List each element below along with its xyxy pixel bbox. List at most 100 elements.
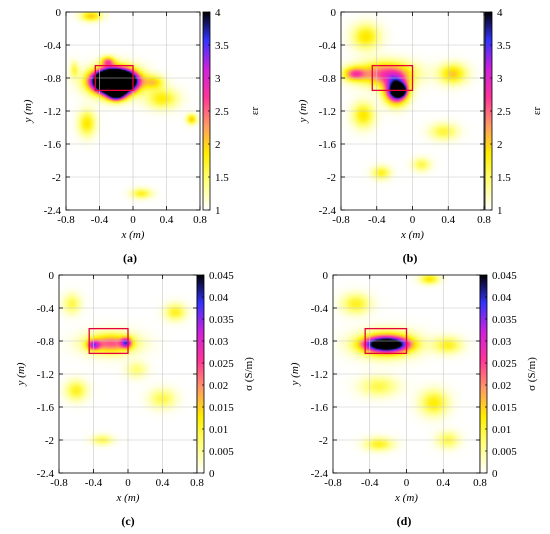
- y-tick-label: -0.8: [311, 336, 329, 348]
- panel-caption: (c): [121, 514, 134, 528]
- colorbar-tick-label: 0.025: [492, 358, 517, 370]
- y-tick-label: -1.6: [44, 139, 62, 151]
- x-axis-label: x (m): [116, 492, 140, 504]
- x-tick-label: -0.8: [50, 477, 68, 489]
- colorbar-tick-label: 0.02: [209, 380, 228, 392]
- y-axis-label: y (m): [289, 362, 301, 386]
- y-tick-label: -1.2: [319, 106, 336, 118]
- x-tick-label: -0.8: [324, 477, 342, 489]
- colorbar: [196, 274, 205, 474]
- y-tick-label: -2.4: [37, 468, 55, 480]
- panel-caption: (d): [397, 514, 412, 528]
- colorbar-tick-label: 3: [497, 73, 503, 85]
- y-tick-label: -1.6: [311, 402, 329, 414]
- target-outline-box: [371, 64, 414, 92]
- colorbar-label: εr: [531, 107, 543, 116]
- colorbar-label: σ (S/m): [243, 357, 255, 391]
- y-tick-label: -0.4: [319, 40, 337, 52]
- y-tick-label: -1.2: [37, 369, 54, 381]
- colorbar-tick-label: 0.045: [492, 270, 517, 282]
- y-tick-label: -2: [45, 435, 54, 447]
- colorbar-tick-label: 0.005: [492, 446, 517, 458]
- colorbar-tick-label: 3.5: [497, 40, 511, 52]
- colorbar-tick-label: 0: [492, 468, 498, 480]
- y-tick-label: -2.4: [319, 205, 337, 217]
- colorbar-tick-label: 0.035: [209, 314, 234, 326]
- colorbar-tick-label: 2: [497, 139, 503, 151]
- y-axis-label: y (m): [22, 99, 34, 123]
- colorbar-tick-label: 2.5: [215, 106, 229, 118]
- colorbar-tick-label: 0.015: [492, 402, 517, 414]
- x-tick-label: -0.4: [91, 214, 109, 226]
- y-tick-label: -2.4: [311, 468, 329, 480]
- x-tick-label: -0.8: [57, 214, 75, 226]
- x-tick-label: -0.4: [85, 477, 103, 489]
- y-tick-label: -0.4: [311, 303, 329, 315]
- y-tick-label: -0.4: [44, 40, 62, 52]
- y-axis-label: y (m): [297, 99, 309, 123]
- x-axis-label: x (m): [400, 229, 424, 241]
- colorbar-label: σ (S/m): [526, 357, 538, 391]
- y-tick-label: -2: [327, 172, 336, 184]
- target-outline-box: [364, 327, 408, 355]
- target-outline-box: [94, 64, 134, 92]
- x-tick-label: 0: [410, 214, 416, 226]
- y-tick-label: -2: [52, 172, 61, 184]
- x-tick-label: 0.8: [190, 477, 204, 489]
- x-tick-label: 0: [404, 477, 410, 489]
- colorbar-tick-label: 1.5: [215, 172, 229, 184]
- colorbar-tick-label: 0.02: [492, 380, 511, 392]
- x-tick-label: 0.4: [160, 214, 174, 226]
- y-tick-label: 0: [331, 7, 337, 19]
- panel-a: -0.8 -0.4 0 0.4 0.8 0 -0.4 -0.8 -1.2 -1.6 -2 -2.4 x …: [22, 7, 261, 265]
- y-tick-label: 0: [49, 270, 55, 282]
- colorbar-tick-label: 0.015: [209, 402, 234, 414]
- colorbar-tick-label: 1.5: [497, 172, 511, 184]
- x-tick-label: 0.4: [436, 477, 450, 489]
- colorbar: [479, 274, 488, 474]
- colorbar-tick-label: 0.03: [209, 336, 229, 348]
- y-tick-label: 0: [56, 7, 62, 19]
- x-tick-label: 0.4: [441, 214, 455, 226]
- x-axis-label: x (m): [394, 492, 418, 504]
- colorbar-tick-label: 3: [215, 73, 221, 85]
- panel-b: -0.8 -0.4 0 0.4 0.8 0 -0.4 -0.8 -1.2 -1.6 -2 -2.4 x …: [297, 7, 543, 265]
- x-tick-label: -0.4: [368, 214, 386, 226]
- colorbar-label: εr: [249, 107, 261, 116]
- colorbar-tick-label: 1: [497, 205, 503, 217]
- x-tick-label: 0.8: [477, 214, 491, 226]
- y-tick-label: -1.2: [44, 106, 61, 118]
- x-tick-label: 0.4: [156, 477, 170, 489]
- x-tick-label: -0.8: [332, 214, 350, 226]
- y-axis-label: y (m): [15, 362, 27, 386]
- colorbar-tick-label: 0.005: [209, 446, 234, 458]
- x-axis-label: x (m): [121, 229, 145, 241]
- colorbar-tick-label: 1: [215, 205, 221, 217]
- colorbar-tick-label: 0.025: [209, 358, 234, 370]
- colorbar-tick-label: 0.04: [209, 292, 229, 304]
- panel-c: -0.8 -0.4 0 0.4 0.8 0 -0.4 -0.8 -1.2 -1.6 -2 -2.4 x …: [15, 270, 255, 528]
- target-outline-box: [88, 327, 129, 355]
- colorbar-tick-label: 4: [215, 7, 221, 19]
- colorbar-tick-label: 2.5: [497, 106, 511, 118]
- x-tick-label: 0.8: [193, 214, 207, 226]
- x-tick-label: 0: [130, 214, 136, 226]
- colorbar-tick-label: 0.03: [492, 336, 512, 348]
- x-tick-label: 0: [125, 477, 131, 489]
- y-tick-label: -0.8: [37, 336, 55, 348]
- y-tick-label: -1.6: [37, 402, 55, 414]
- y-tick-label: -0.8: [44, 73, 62, 85]
- y-tick-label: -2: [319, 435, 328, 447]
- colorbar-tick-label: 0: [209, 468, 215, 480]
- panel-caption: (a): [123, 251, 137, 265]
- panel-d: -0.8 -0.4 0 0.4 0.8 0 -0.4 -0.8 -1.2 -1.6 -2 -2.4 x …: [289, 270, 538, 528]
- x-tick-label: 0.8: [473, 477, 487, 489]
- colorbar-tick-label: 4: [497, 7, 503, 19]
- colorbar-tick-label: 0.045: [209, 270, 234, 282]
- colorbar-tick-label: 0.035: [492, 314, 517, 326]
- colorbar-tick-label: 2: [215, 139, 221, 151]
- panel-caption: (b): [403, 251, 418, 265]
- y-tick-label: 0: [323, 270, 329, 282]
- y-tick-label: -2.4: [44, 205, 62, 217]
